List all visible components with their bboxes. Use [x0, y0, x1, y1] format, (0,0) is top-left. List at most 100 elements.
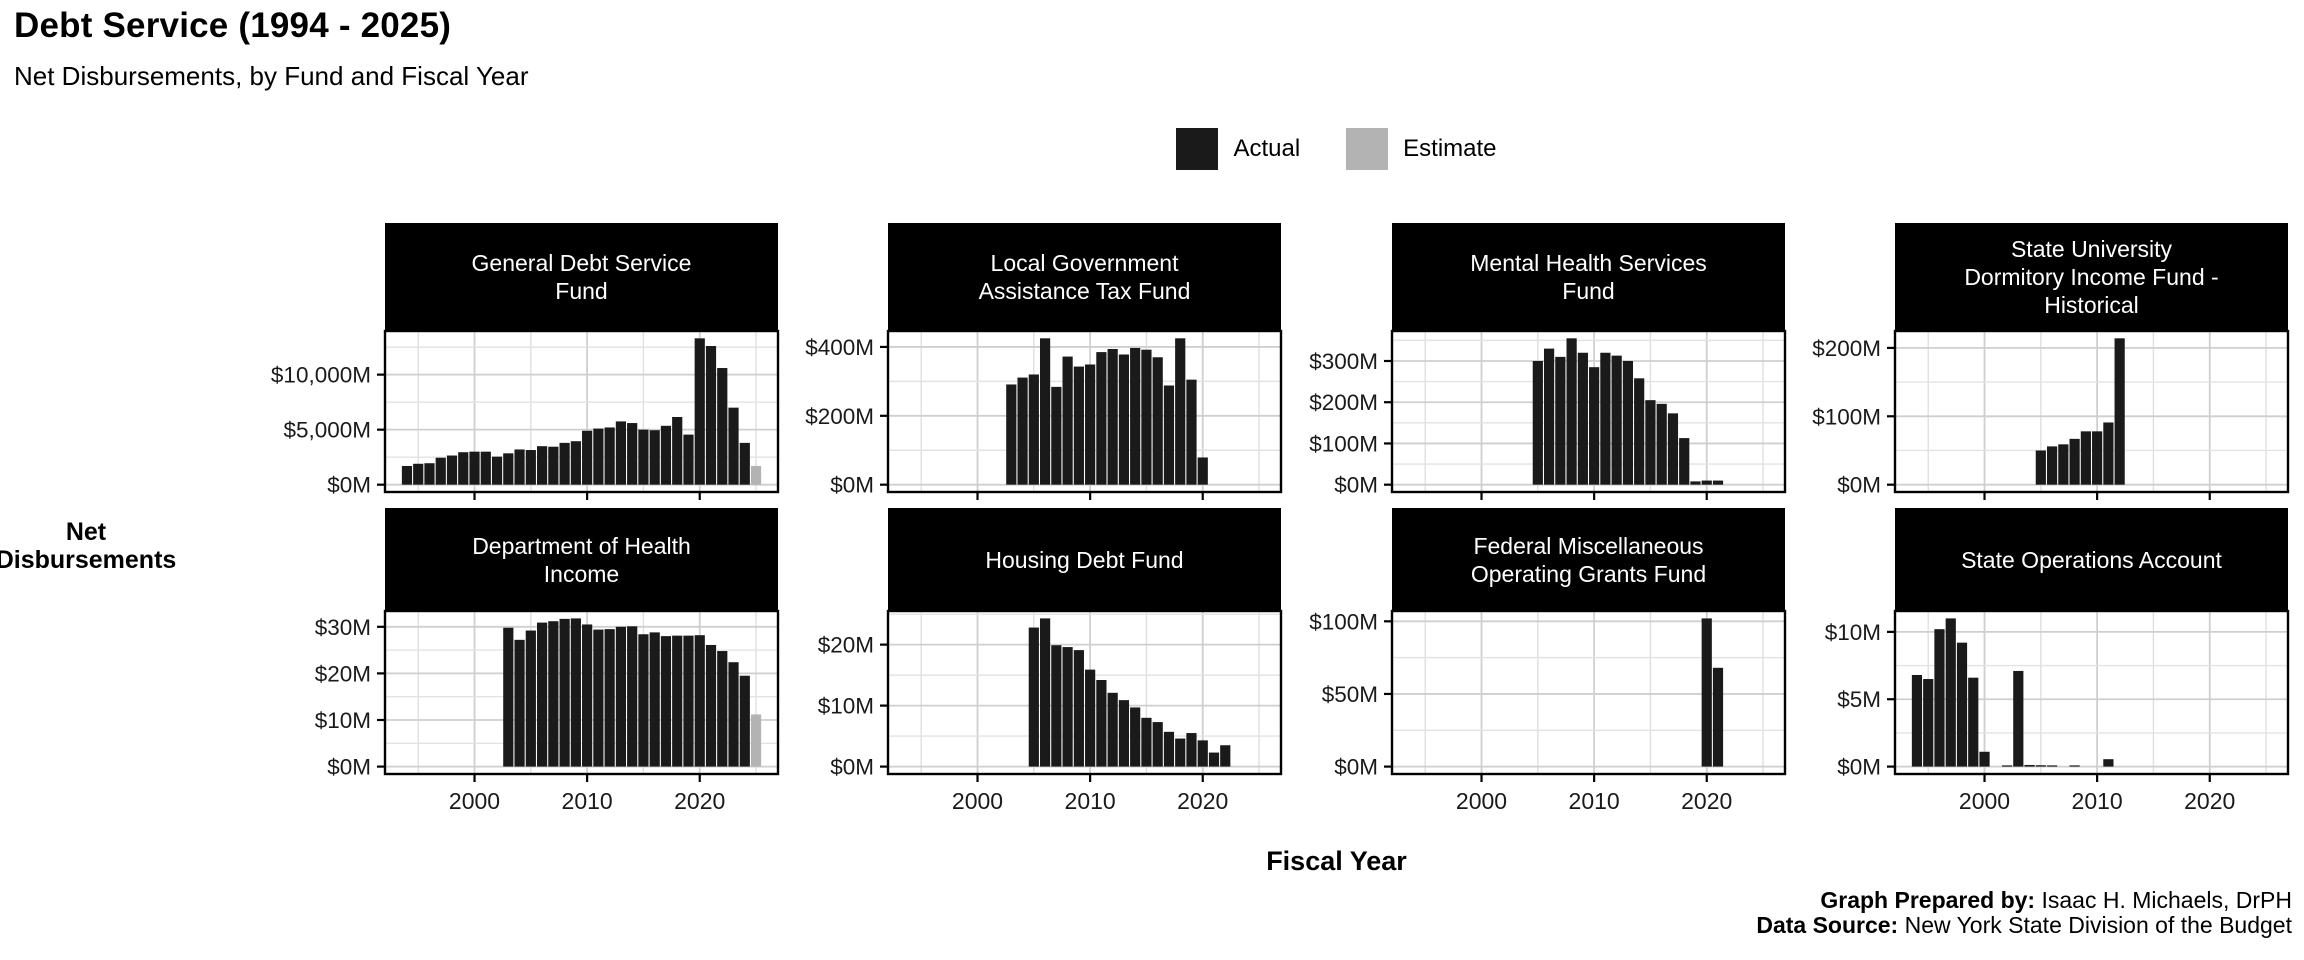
panel-local-government-assistance-tax-fund: Local Government Assistance Tax Fund $0M $2…: [805, 223, 1283, 500]
y-tick-label: $20M: [818, 633, 874, 658]
credit-data-source: Data Source: New York State Division of …: [1756, 912, 2292, 938]
chart-title: Debt Service (1994 - 2025): [14, 6, 452, 45]
bar: [1589, 367, 1600, 485]
bar: [401, 465, 413, 485]
panel-mental-health-services-fund: Mental Health Services Fund $0M $100M $200M $…: [1309, 223, 1787, 500]
bar: [1956, 642, 1968, 767]
panel-header-line: Housing Debt Fund: [985, 546, 1184, 573]
bar: [1701, 618, 1712, 767]
bar: [2035, 765, 2046, 767]
bar: [1197, 740, 1208, 767]
x-tick-label: 2010: [1065, 788, 1116, 814]
bar: [1130, 707, 1141, 767]
bar: [1712, 667, 1724, 767]
bar: [694, 338, 705, 485]
bar: [514, 449, 525, 485]
bar: [2069, 438, 2080, 485]
bar: [424, 463, 435, 485]
bar: [2046, 765, 2058, 767]
bar: [2103, 759, 2114, 767]
bar: [413, 463, 424, 485]
panel-plot: $0M $100M $200M $300M: [1309, 329, 1787, 500]
bar: [1107, 348, 1118, 485]
bars: [1006, 338, 1208, 485]
bar: [627, 423, 638, 485]
bar: [728, 407, 739, 485]
bars: [503, 618, 762, 767]
bar: [1175, 738, 1186, 767]
y-tick-label: $0M: [1334, 755, 1378, 780]
bars: [2035, 338, 2125, 485]
bar: [593, 629, 604, 767]
y-tick-label: $10M: [818, 694, 874, 719]
bar: [1152, 722, 1163, 767]
bar: [683, 635, 694, 767]
y-tick-label: $0M: [830, 755, 874, 780]
bar: [1028, 627, 1039, 767]
bar: [491, 456, 503, 485]
bar: [728, 662, 739, 767]
panel-plot: $0M $5M $10M 2000 2010 2020: [1825, 609, 2290, 814]
bar: [1645, 400, 1656, 485]
panel-plot: $0M $50M $100M 2000 2010 2020: [1309, 609, 1787, 814]
bar: [1130, 347, 1141, 485]
bar: [2058, 444, 2069, 485]
panel-plot: $0M $200M $400M: [805, 329, 1283, 500]
y-axis-title-line1: Net: [65, 518, 107, 546]
panel-header: Department of Health Income: [385, 508, 778, 611]
panel-header-line: Department of Health: [472, 532, 691, 559]
bars: [401, 338, 762, 485]
bar: [2092, 431, 2103, 485]
bar: [525, 450, 536, 485]
bar: [1622, 360, 1634, 485]
panel-header: State University Dormitory Income Fund -H…: [1895, 223, 2288, 331]
bar: [1118, 700, 1130, 767]
panel-header-line: Local Government: [990, 250, 1179, 276]
bar: [717, 651, 728, 767]
legend-item-actual: Actual: [1176, 128, 1300, 170]
bar: [559, 442, 570, 485]
bar: [1073, 650, 1084, 767]
panel-header-line: Federal Miscellaneous: [1473, 532, 1704, 559]
bar: [559, 618, 570, 767]
x-tick-label: 2020: [674, 788, 725, 814]
legend-swatch-estimate: [1346, 128, 1389, 170]
bar: [717, 368, 728, 485]
bars: [1028, 618, 1231, 767]
legend-item-estimate: Estimate: [1346, 128, 1497, 170]
y-tick-label: $50M: [1322, 682, 1378, 707]
bar: [469, 451, 480, 485]
bar: [1118, 354, 1130, 485]
legend-label-estimate: Estimate: [1403, 135, 1497, 162]
panel-header-line: Fund: [1562, 278, 1615, 304]
panel-plot: $0M $10M $20M $30M 2000 2010 2020: [315, 609, 780, 814]
bar: [1555, 356, 1566, 485]
panel-header: Local Government Assistance Tax Fund: [888, 223, 1281, 331]
bar: [1979, 751, 1990, 767]
bar: [638, 634, 649, 767]
panel-plot: $0M $5,000M $10,000M: [271, 329, 780, 500]
bar: [548, 446, 559, 485]
bar: [1062, 356, 1073, 485]
bar: [604, 427, 615, 485]
x-tick-label: 2010: [2072, 788, 2123, 814]
y-tick-label: $200M: [1812, 336, 1881, 361]
bar: [1152, 357, 1163, 485]
x-tick-label: 2000: [1456, 788, 1507, 814]
bar: [1186, 379, 1197, 485]
bar: [1945, 618, 1956, 767]
panel-header-line: Dormitory Income Fund -: [1964, 264, 2219, 290]
bar: [739, 675, 750, 767]
bar: [1028, 374, 1039, 485]
bar: [1208, 752, 1220, 767]
bar: [1141, 349, 1152, 485]
bar: [2001, 765, 2013, 767]
bar: [604, 629, 615, 767]
bar: [1611, 355, 1622, 485]
bar: [705, 644, 717, 767]
legend-swatch-actual: [1176, 128, 1219, 170]
y-tick-label: $5,000M: [283, 418, 371, 443]
bar: [1532, 360, 1543, 485]
y-tick-label: $10M: [1825, 620, 1881, 645]
